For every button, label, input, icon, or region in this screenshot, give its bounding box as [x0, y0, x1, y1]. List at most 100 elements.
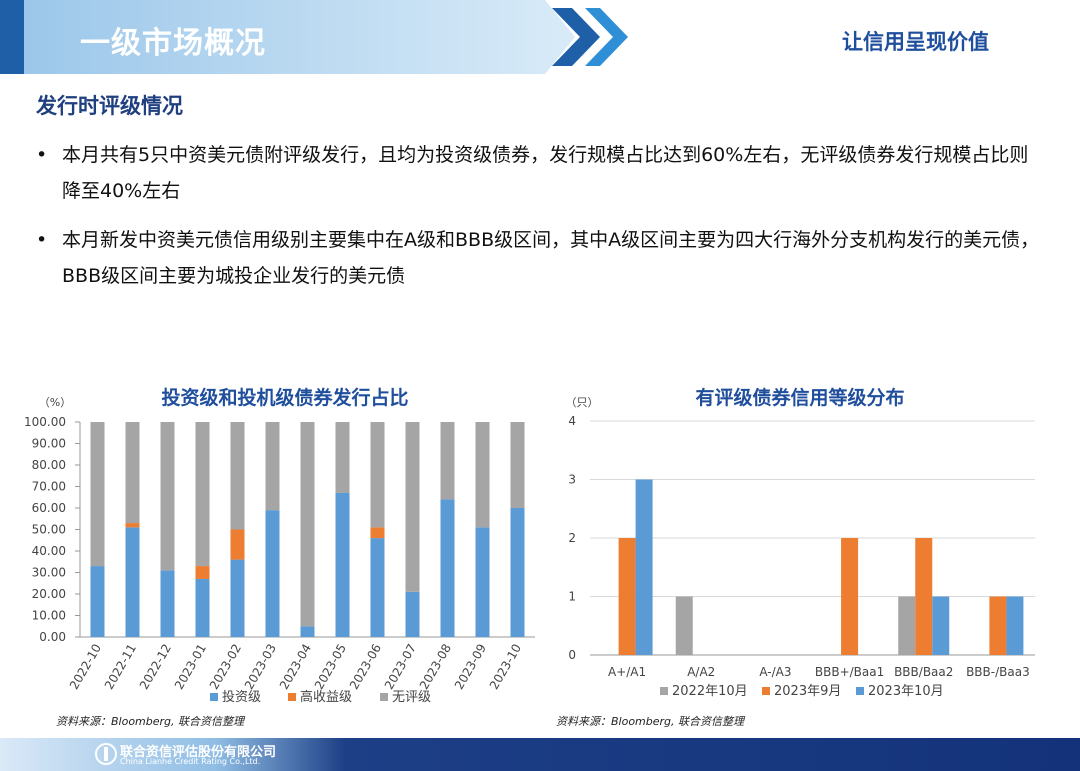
bullet-item: • 本月共有5只中资美元债附评级发行，且均为投资级债券，发行规模占比达到60%左右… — [36, 137, 1046, 209]
y-tick-label: 0.00 — [39, 630, 66, 644]
section-title: 发行时评级情况 — [36, 94, 183, 118]
bar-segment — [335, 492, 350, 637]
bar-segment — [195, 578, 210, 637]
x-tick-label: 2023-08 — [417, 642, 454, 692]
y-tick-label: 90.00 — [32, 437, 66, 451]
x-tick-label: 2022-11 — [102, 642, 139, 692]
bar-segment — [230, 422, 245, 530]
y-tick-label: 80.00 — [32, 458, 66, 472]
bar-segment — [160, 422, 175, 571]
bar-segment — [440, 422, 455, 500]
legend-swatch — [288, 693, 296, 701]
y-tick-label: 70.00 — [32, 480, 66, 494]
header-banner — [0, 0, 628, 74]
bar-segment — [510, 508, 525, 637]
y-tick-label: 30.00 — [32, 566, 66, 580]
bullet-item: • 本月新发中资美元债信用级别主要集中在A级和BBB级区间，其中A级区间主要为四大… — [36, 222, 1046, 294]
bar — [841, 538, 859, 655]
x-tick-label: 2023-09 — [452, 642, 489, 692]
source-note: 资料来源：Bloomberg, 联合资信整理 — [556, 715, 746, 728]
x-tick-label: 2023-02 — [207, 642, 244, 692]
bar-segment — [90, 566, 105, 637]
bar-segment — [440, 499, 455, 637]
bar-segment — [405, 591, 420, 637]
slogan: 让信用呈现价值 — [842, 30, 989, 54]
legend-swatch — [856, 687, 864, 695]
legend-swatch — [762, 687, 770, 695]
bar — [915, 538, 933, 655]
x-tick-label: A-/A3 — [759, 665, 791, 679]
bar-segment — [230, 529, 245, 560]
legend-label: 2022年10月 — [672, 684, 748, 699]
legend-swatch — [660, 687, 668, 695]
bar-segment — [510, 422, 525, 508]
bar-segment — [125, 523, 140, 528]
source-note: 资料来源：Bloomberg, 联合资信整理 — [56, 715, 246, 728]
y-tick-label: 50.00 — [32, 523, 66, 537]
legend-label: 无评级 — [392, 690, 431, 705]
y-tick-label: 3 — [568, 473, 576, 487]
legend-swatch — [210, 693, 218, 701]
y-tick-label: 4 — [568, 414, 576, 428]
banner-edge — [0, 0, 24, 74]
x-tick-label: BBB/Baa2 — [894, 665, 953, 679]
x-tick-label: 2022-10 — [67, 642, 104, 692]
y-tick-label: 0 — [568, 648, 576, 662]
x-tick-label: 2023-06 — [347, 642, 384, 692]
x-tick-label: A/A2 — [687, 665, 715, 679]
bar-segment — [125, 422, 140, 524]
bar — [898, 596, 916, 655]
y-tick-label: 20.00 — [32, 587, 66, 601]
x-tick-label: A+/A1 — [608, 665, 646, 679]
x-tick-label: 2023-01 — [172, 642, 209, 692]
y-tick-label: 1 — [568, 590, 576, 604]
chart-title: 有评级债券信用等级分布 — [695, 386, 904, 409]
bar-segment — [370, 538, 385, 637]
bar-segment — [230, 559, 245, 637]
x-tick-label: 2023-04 — [277, 642, 314, 692]
bar — [989, 596, 1007, 655]
bar-segment — [370, 527, 385, 539]
x-tick-label: 2023-07 — [382, 642, 419, 692]
x-tick-label: 2023-05 — [312, 642, 349, 692]
bar — [618, 538, 636, 655]
x-tick-label: BBB+/Baa1 — [815, 665, 884, 679]
legend-label: 2023年10月 — [868, 684, 944, 699]
bullet-text: 本月共有5只中资美元债附评级发行，且均为投资级债券，发行规模占比达到60%左右，… — [62, 144, 1029, 202]
page-title: 一级市场概况 — [80, 26, 266, 61]
bar-segment — [160, 570, 175, 637]
bar-segment — [300, 422, 315, 627]
bar-segment — [265, 422, 280, 511]
bar-segment — [475, 527, 490, 637]
x-tick-label: BBB-/Baa3 — [966, 665, 1030, 679]
bar — [932, 596, 950, 655]
bar — [635, 479, 653, 655]
legend-swatch — [380, 693, 388, 701]
banner-body — [24, 0, 575, 74]
bar-segment — [195, 422, 210, 567]
bar-segment — [125, 527, 140, 637]
footer-company: 联合资信评估股份有限公司 — [120, 745, 277, 760]
legend-label: 投资级 — [222, 689, 261, 705]
bar-segment — [370, 422, 385, 528]
bar — [1006, 596, 1024, 655]
legend-label: 2023年9月 — [774, 684, 841, 699]
chart-title: 投资级和投机级债券发行占比 — [161, 386, 408, 409]
bar-segment — [195, 566, 210, 579]
y-axis-label: （只） — [566, 396, 599, 409]
y-axis-label: （%） — [39, 396, 71, 409]
bullet-text: 本月新发中资美元债信用级别主要集中在A级和BBB级区间，其中A级区间主要为四大行… — [62, 229, 1040, 287]
bar-segment — [405, 422, 420, 592]
chevron — [585, 8, 628, 66]
bar — [675, 596, 693, 655]
bar-segment — [90, 422, 105, 567]
chevron — [552, 8, 600, 66]
x-tick-label: 2023-10 — [487, 642, 524, 692]
footer-company-en: China Lianhe Credit Rating Co.,Ltd. — [120, 757, 261, 766]
x-tick-label: 2023-03 — [242, 642, 279, 692]
bar-segment — [300, 626, 315, 637]
bar-segment — [265, 510, 280, 637]
charts: 投资级和投机级债券发行占比 （%） 0.00 10.00 20.00 30.00 40.00… — [24, 386, 1035, 728]
footer-bar — [0, 738, 1080, 771]
